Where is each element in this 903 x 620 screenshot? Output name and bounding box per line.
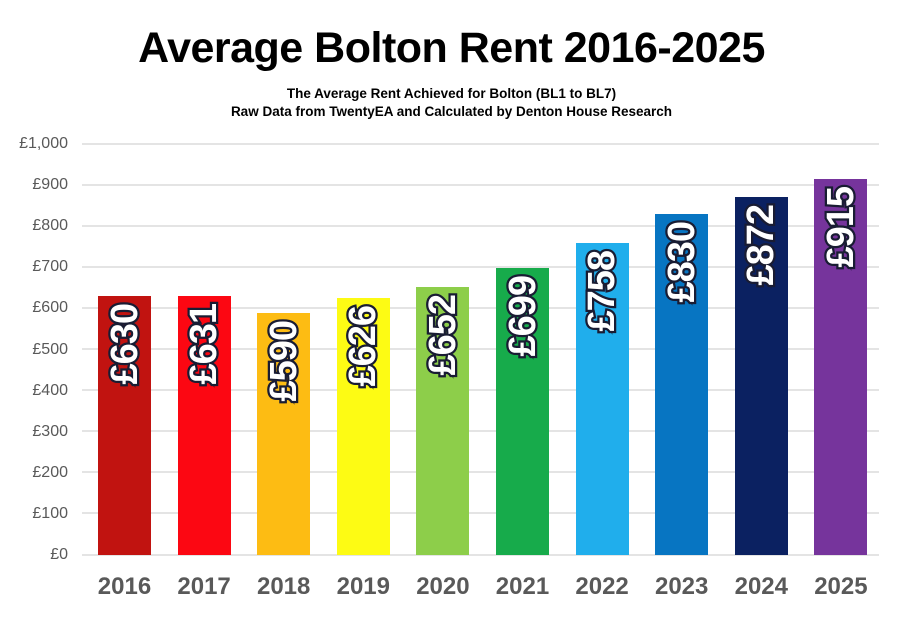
bar-2019: £626 £626 <box>336 297 390 555</box>
y-axis-tick-label-800: £800 <box>32 217 68 235</box>
gridline-0 <box>82 553 879 556</box>
bar-value-label-2018: £590 £590 <box>260 318 307 403</box>
bar-2017: £631 £631 <box>177 295 231 555</box>
bar-2021: £699 £699 <box>496 267 549 555</box>
chart-subtitle: The Average Rent Achieved for Bolton (BL… <box>0 85 903 121</box>
bar-2016: £630 £630 <box>98 296 151 555</box>
bar-value-label-2023: £830 £830 <box>658 220 705 305</box>
gridline-200 <box>82 471 879 474</box>
chart-subtitle-line-2: Raw Data from TwentyEA and Calculated by… <box>230 104 673 119</box>
y-axis-tick-label-0: £0 <box>50 546 68 563</box>
x-axis-label-2019: 2019 <box>336 573 390 600</box>
bar-2024: £872 £872 <box>734 196 788 555</box>
y-axis-tick-label-1000: £1,000 <box>19 135 68 152</box>
x-axis-label-2023: 2023 <box>654 573 709 600</box>
chart-title: Average Bolton Rent 2016-2025 <box>138 24 765 72</box>
gridline-700 <box>82 265 879 268</box>
y-axis-tick-label-200: £200 <box>32 463 68 481</box>
bar-value-label-2025: £915 £915 <box>818 185 865 270</box>
y-axis-tick-label-300: £300 <box>32 422 68 440</box>
y-axis-tick-label-700: £700 <box>32 258 68 276</box>
y-axis-tick-label-900: £900 <box>32 176 68 194</box>
bar-2023: £830 £830 <box>655 213 709 555</box>
x-axis-label-2016: 2016 <box>97 573 152 600</box>
gridline-300 <box>82 430 879 433</box>
x-axis-label-2022: 2022 <box>575 573 629 600</box>
bar-2025: £915 £915 <box>814 178 868 555</box>
bar-value-label-2022: £758 £758 <box>579 249 626 334</box>
gridline-500 <box>82 348 879 350</box>
bar-value-label-2016: £630 £630 <box>101 302 148 387</box>
gridline-600 <box>82 306 879 309</box>
x-axis-label-2020: 2020 <box>416 573 470 600</box>
bar-value-label-2019: £626 £626 <box>340 303 387 388</box>
gridline-100 <box>82 512 879 515</box>
bar-value-label-2024: £872 £872 <box>738 202 785 287</box>
gridline-1000 <box>82 142 879 145</box>
y-axis-tick-label-100: £100 <box>32 504 68 522</box>
bar-value-label-2020: £652 £652 <box>420 293 467 378</box>
bar-value-label-2017: £631 £631 <box>181 301 228 386</box>
gridline-900 <box>82 183 879 186</box>
x-axis-label-2018: 2018 <box>256 573 311 600</box>
bar-2018: £590 £590 <box>257 312 311 555</box>
bar-2020: £652 £652 <box>416 287 470 555</box>
gridline-800 <box>82 224 879 227</box>
y-axis-tick-label-500: £500 <box>32 340 68 358</box>
chart-subtitle-line-1: The Average Rent Achieved for Bolton (BL… <box>286 86 617 101</box>
x-axis-label-2024: 2024 <box>734 573 788 600</box>
x-axis-label-2025: 2025 <box>814 573 868 600</box>
x-axis-label-2021: 2021 <box>495 573 550 600</box>
bar-value-label-2021: £699 £699 <box>499 273 546 358</box>
x-axis-label-2017: 2017 <box>177 573 231 600</box>
y-axis-tick-label-400: £400 <box>32 381 68 399</box>
y-axis-tick-label-600: £600 <box>32 299 68 317</box>
gridline-400 <box>82 389 879 392</box>
bar-2022: £758 £758 <box>575 243 629 555</box>
